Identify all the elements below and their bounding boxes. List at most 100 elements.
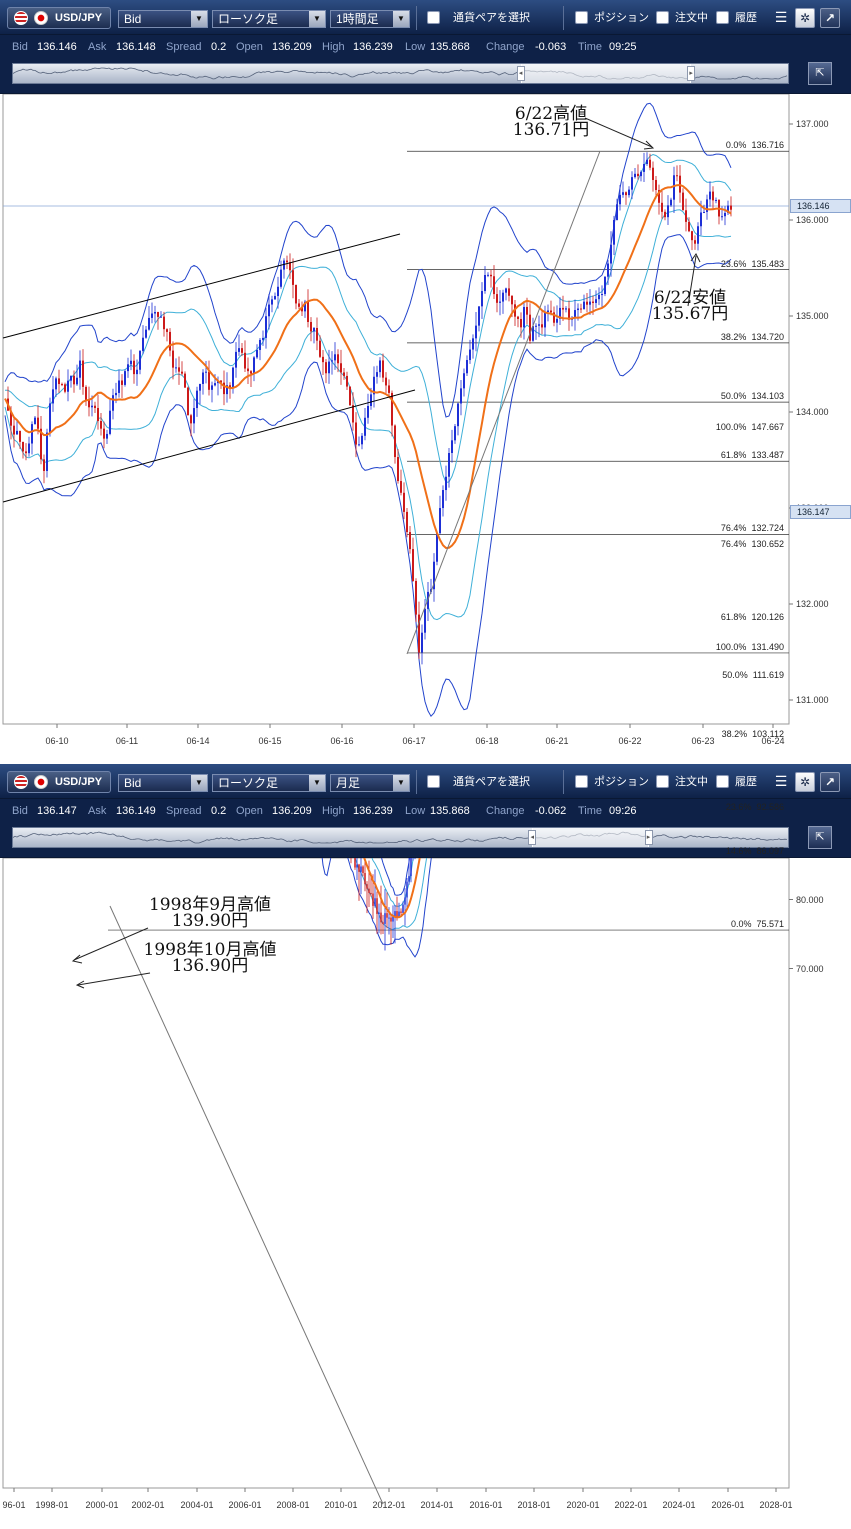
candle-body — [511, 295, 513, 305]
candle-body — [457, 403, 459, 427]
navigator-track[interactable]: ◂ ▸ — [12, 827, 789, 848]
candle-body — [52, 389, 54, 404]
pair-select-checkbox[interactable] — [427, 11, 440, 24]
position-checkbox[interactable] — [575, 775, 588, 788]
candle-body — [229, 385, 231, 388]
candle-body — [184, 373, 186, 388]
navigator-window[interactable] — [520, 64, 692, 83]
x-tick-label: 2016-01 — [469, 1500, 503, 1510]
gear-icon[interactable]: ✲ — [795, 8, 815, 28]
candle-body — [688, 221, 690, 232]
chart-area[interactable]: 131.000132.000133.000134.000135.000136.0… — [0, 94, 851, 764]
chart-type-select[interactable]: ローソク足 ▼ — [212, 10, 326, 28]
candle-body — [310, 321, 312, 332]
arrowhead-icon — [643, 140, 655, 150]
candle-body — [625, 192, 627, 196]
toolbar: USD/JPY Bid ▼ ローソク足 ▼ 1時間足 ▼ 通貨ペアを選択 ポジション … — [0, 0, 851, 35]
candle-body — [91, 405, 93, 408]
quote-value: 09:25 — [609, 41, 637, 53]
currency-pair-button[interactable]: USD/JPY — [7, 7, 111, 29]
x-tick-label: 2006-01 — [228, 1500, 262, 1510]
candle-body — [355, 422, 357, 445]
currency-pair-button[interactable]: USD/JPY — [7, 771, 111, 793]
trend-line — [2, 389, 416, 503]
candle-body — [715, 199, 717, 201]
candle-body — [346, 375, 348, 387]
candle-body — [544, 312, 546, 328]
jp-flag-icon — [34, 11, 48, 25]
candle-body — [421, 632, 423, 653]
currency-pair-label: USD/JPY — [55, 12, 103, 24]
price-type-select[interactable]: Bid ▼ — [118, 10, 208, 28]
navigator-handle-left-icon[interactable]: ◂ — [516, 66, 525, 81]
candle-body — [356, 864, 358, 868]
candle-body — [445, 476, 447, 491]
fib-percent: 100.0% — [715, 641, 747, 652]
chart-area[interactable]: 70.000 80.000 96-01 1998-01 2000-01 2002-01 20… — [0, 422, 851, 1528]
orders-checkbox[interactable] — [656, 775, 669, 788]
menu-icon[interactable]: ☰ — [774, 9, 788, 25]
candle-body — [406, 511, 408, 533]
navigator-handle-right-icon[interactable]: ▸ — [644, 830, 653, 845]
fib-price: 120.126 — [751, 611, 784, 622]
chevron-down-icon: ▼ — [393, 11, 409, 27]
navigator-handle-left-icon[interactable]: ◂ — [528, 830, 537, 845]
candle-body — [256, 349, 258, 358]
candle-body — [331, 360, 333, 362]
candle-body — [404, 897, 406, 905]
candle-body — [22, 441, 24, 452]
navigator-handle-right-icon[interactable]: ▸ — [687, 66, 696, 81]
candle-body — [586, 301, 588, 305]
candle-body — [442, 490, 444, 509]
chart-type-select[interactable]: ローソク足 ▼ — [212, 774, 326, 792]
history-checkbox[interactable] — [716, 11, 729, 24]
candle-body — [368, 888, 370, 893]
candle-body — [85, 386, 87, 401]
expand-icon[interactable]: ↗ — [820, 772, 840, 792]
fib-level-label: 0.0% 136.716 — [668, 140, 784, 150]
trend-line — [406, 150, 601, 655]
price-type-select[interactable]: Bid ▼ — [118, 774, 208, 792]
candle-body — [328, 361, 330, 374]
fib-price: 111.619 — [752, 670, 784, 681]
candle-body — [61, 384, 63, 386]
candle-body — [490, 274, 492, 277]
expand-icon[interactable]: ↗ — [820, 8, 840, 28]
candle-body — [130, 360, 132, 365]
candle-body — [469, 349, 471, 361]
zoom-icon[interactable]: ⇱ — [808, 62, 832, 85]
candle-body — [304, 301, 306, 312]
candle-body — [319, 340, 321, 357]
fib-percent: 50.0% — [720, 391, 747, 402]
candle-body — [709, 191, 711, 200]
navigator-window[interactable] — [532, 828, 649, 847]
fib-level-label: 14.6% 86.097 — [668, 846, 784, 856]
candle-body — [472, 338, 474, 350]
candle-body — [508, 288, 510, 296]
candle-body — [385, 377, 387, 386]
navigator-track[interactable]: ◂ ▸ — [12, 63, 789, 84]
candle-body — [382, 922, 384, 924]
history-label: 履歴 — [735, 776, 757, 788]
pair-select-checkbox[interactable] — [427, 775, 440, 788]
zoom-icon[interactable]: ⇱ — [808, 826, 832, 849]
fib-price: 92.586 — [756, 801, 784, 812]
orders-checkbox[interactable] — [656, 11, 669, 24]
quote-value: -0.063 — [535, 41, 567, 53]
fib-level-label: 38.2% 134.720 — [668, 332, 784, 342]
candle-body — [535, 325, 537, 327]
candle-body — [235, 351, 237, 368]
timeframe-select[interactable]: 月足 ▼ — [330, 774, 410, 792]
menu-icon[interactable]: ☰ — [774, 773, 788, 789]
candle-body — [166, 329, 168, 332]
candle-body — [340, 363, 342, 373]
gear-icon[interactable]: ✲ — [795, 772, 815, 792]
position-checkbox[interactable] — [575, 11, 588, 24]
history-checkbox[interactable] — [716, 775, 729, 788]
fib-percent: 0.0% — [725, 140, 747, 151]
candle-body — [649, 159, 651, 168]
timeframe-select[interactable]: 1時間足 ▼ — [330, 10, 410, 28]
candle-body — [178, 367, 180, 372]
candle-body — [40, 428, 42, 460]
candle-body — [408, 876, 410, 882]
